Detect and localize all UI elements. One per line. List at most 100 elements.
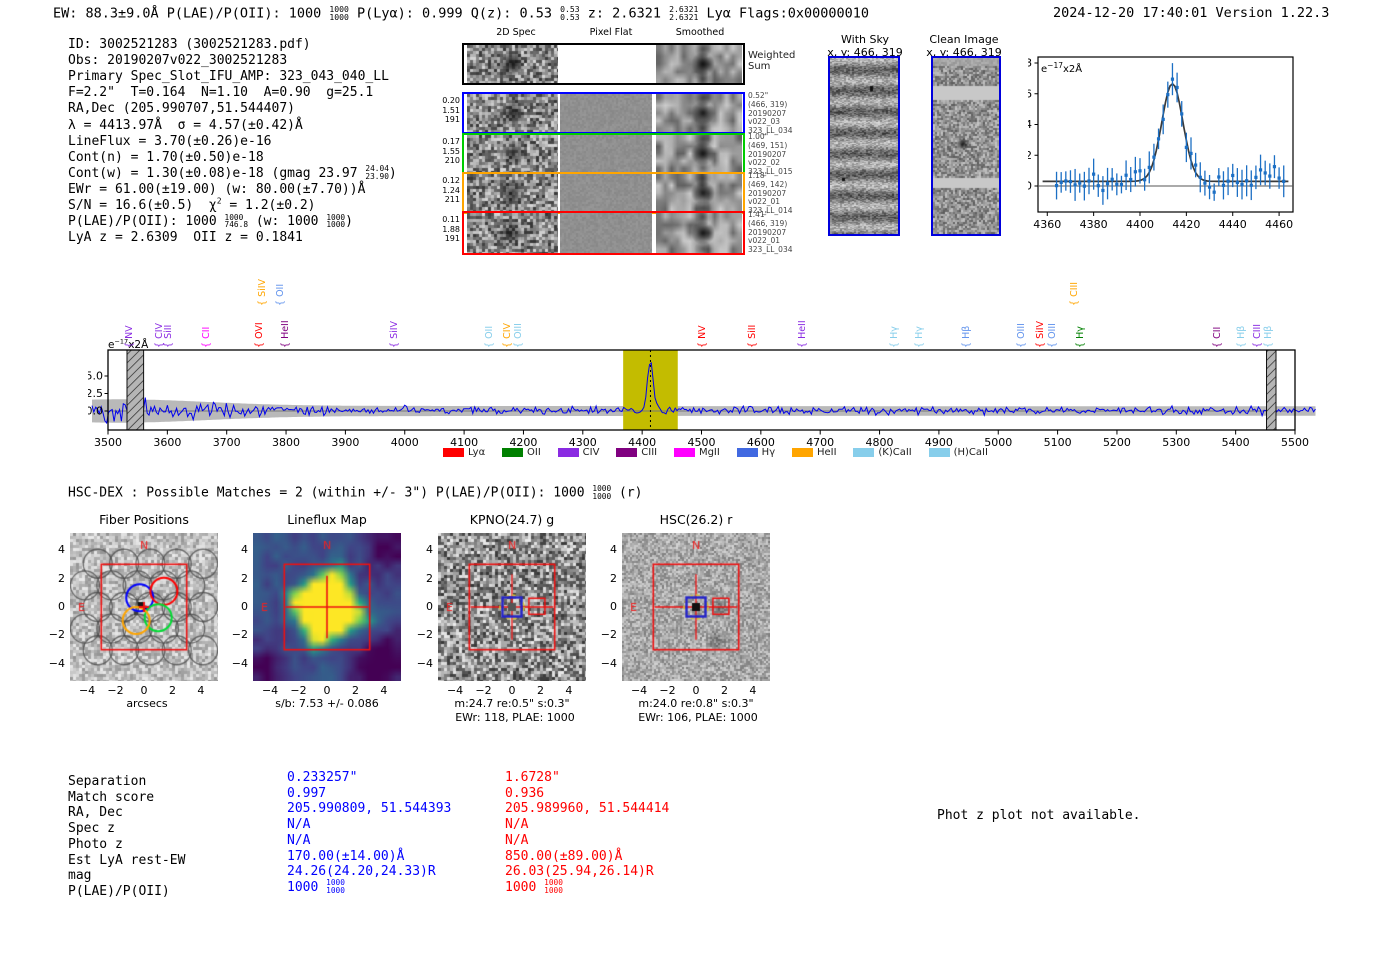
cutout-ytick: −2 [600,628,617,642]
cutout-xtick: 4 [749,684,757,697]
legend-swatch [443,448,464,457]
svg-text:3700: 3700 [213,436,241,449]
spec2d-image [467,213,558,253]
svg-text:4380: 4380 [1080,218,1108,231]
legend-item: MgII [673,447,720,458]
match-table-value: N/A [505,832,529,848]
col-title-2dspec: 2D Spec [496,27,536,38]
legend-item: (K)CaII [853,447,912,458]
match-table-row-label: Est LyA rest-EW [68,852,186,868]
spec-line-label: { NV [123,325,135,348]
match-table-value: 0.936 [505,785,545,801]
spectrum-units-annotation: e−17x2Å [108,337,149,351]
spec-line-label: { OII [275,283,287,306]
match-table-value: 26.03(25.94,26.14)R [505,864,654,880]
pixelflat-image [560,174,652,212]
cutout-xtick: 2 [168,684,176,697]
info-line: LineFlux = 3.70(±0.26)e-16 [68,133,272,149]
spec2d-image [467,94,558,132]
spec2d-row-weights: 0.17 1.55 210 [442,137,460,165]
spec2d-row-weights: 0.11 1.88 191 [442,215,460,243]
withsky-title: With Sky [841,33,889,46]
cutout-gray1-image [438,533,586,681]
legend-swatch [616,448,638,457]
cutout-xtick: −4 [630,684,648,697]
spec-line-label: { OIII [1015,323,1027,348]
svg-text:4400: 4400 [628,436,656,449]
info-line: F=2.2" T=0.164 N=1.10 A=0.90 g=25.1 [68,85,374,101]
svg-text:4600: 4600 [747,436,775,449]
smoothed-image [656,135,742,172]
spec2d-row-border [462,211,745,255]
spec-line-label: { NV [696,325,708,348]
cutout-ytick: 2 [426,571,433,585]
legend-swatch [557,448,579,457]
info-line: Cont(n) = 1.70(±0.50)e-18 [68,149,264,165]
cutout-ytick: 2 [610,571,617,585]
svg-text:5300: 5300 [1162,436,1190,449]
spec-line-label: { CII [1211,326,1223,348]
weighted-sum-label: Weighted Sum [748,50,796,72]
cutout-ytick: 4 [241,543,248,557]
cutout-gray2-image [622,533,770,681]
svg-text:4100: 4100 [450,436,478,449]
cutout-xlabel-hsc: m:24.0 re:0.8" s:0.3" [638,697,754,710]
cutout-xtick: 2 [720,684,728,697]
cutout-xtick: 2 [351,684,359,697]
svg-text:3600: 3600 [153,436,181,449]
info-line: S/N = 16.6(±0.5) χ2 = 1.2(±0.2) [68,197,316,214]
legend-item: HeII [791,447,837,458]
info-line: EWr = 61.00(±19.00) (w: 80.00(±7.70))Å [68,181,366,197]
svg-text:4800: 4800 [866,436,894,449]
smoothed-image [656,45,742,83]
spec2d-row-annotation: 0.52" (466, 319) 20190207 v022_03 323_LL_034 [748,91,793,136]
info-line: RA,Dec (205.990707,51.544407) [68,101,295,117]
match-table-value: N/A [505,817,529,833]
cutout-ytick: −4 [416,656,433,670]
svg-text:2.5: 2.5 [88,387,103,400]
pixelflat-image [560,213,652,253]
legend-item: CIII [616,447,657,458]
spec-line-label: { SiII [747,324,759,348]
cutout-xtick: −4 [446,684,464,697]
cutout-xtick: −4 [78,684,96,697]
match-table-value: 205.989960, 51.544414 [505,801,670,817]
match-table-value: 850.00(±89.00)Å [505,848,623,864]
cutout-xtick: −2 [290,684,307,697]
spec-line-label: { HeII [796,320,808,348]
pixelflat-image [560,94,652,132]
info-line: ID: 3002521283 (3002521283.pdf) [68,37,311,52]
match-table-value: 1.6728" [505,770,560,785]
svg-text:4900: 4900 [925,436,953,449]
cutout-ytick: 2 [58,571,65,585]
spec-line-label: { OIII [512,323,524,348]
cutout-xlabel-lineflux: s/b: 7.53 +/- 0.086 [275,697,379,710]
line-fit-plot: 4360 4380 4400 4420 4440 4460 0 2 4 6 8 e−17x2Å [1025,45,1338,240]
svg-text:4200: 4200 [509,436,537,449]
spec-line-label: { OII [484,325,496,348]
svg-text:4360: 4360 [1033,218,1061,231]
col-title-smoothed: Smoothed [675,27,725,38]
cutout-ytick: −4 [48,656,65,670]
spec2d-image [467,45,558,83]
cutout-title-lineflux: Lineflux Map [287,512,367,527]
match-table-value: 205.990809, 51.544393 [287,801,452,817]
spec-line-label: { CIII [1252,323,1264,348]
cutout-title-kpno: KPNO(24.7) g [469,512,555,527]
svg-text:4700: 4700 [806,436,834,449]
cutout-xtick: −2 [659,684,676,697]
spec-line-label: { SiII [162,324,174,348]
match-table-value: 0.233257" [287,770,358,785]
photz-note: Phot z plot not available. [937,808,1141,823]
cutout-ytick: 0 [610,600,617,613]
match-table-value: 1000 1000 1000 [287,878,345,896]
cutout-xtick: 0 [692,684,700,697]
spec2d-row-weights: 0.20 1.51 191 [442,96,460,124]
cleanimage-coords: x, y: 466, 319 [926,46,1002,59]
spec-line-label: { CIII [1069,281,1081,306]
svg-text:2: 2 [1028,149,1032,162]
spec-line-label: { Hγ [888,326,900,348]
svg-text:8: 8 [1028,57,1032,70]
spec2d-row-weights: 0.12 1.24 211 [442,176,460,204]
